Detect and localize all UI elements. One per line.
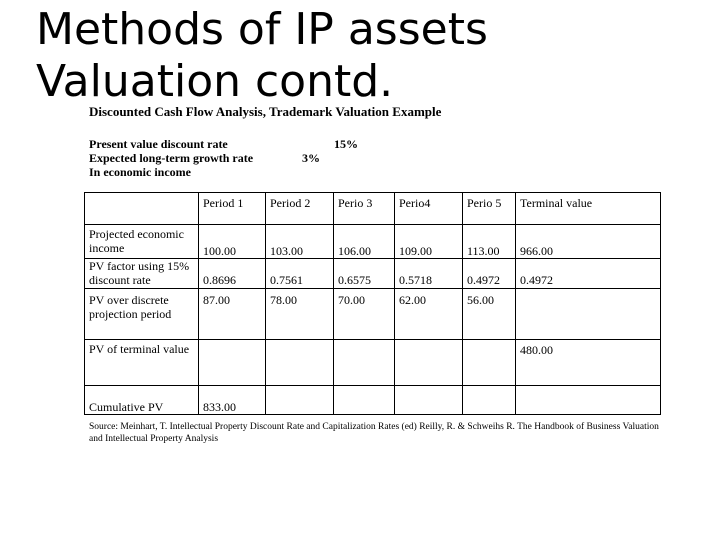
- source-citation: Source: Meinhart, T. Intellectual Proper…: [89, 422, 659, 444]
- table-cell: [333, 339, 395, 386]
- table-cell: 0.7561: [265, 258, 334, 289]
- table-cell: [198, 339, 266, 386]
- dcf-table: Period 1 Period 2 Perio 3 Perio4 Perio 5…: [84, 192, 661, 415]
- header-cell: Perio4: [394, 192, 463, 225]
- table-cell: 0.5718: [394, 258, 463, 289]
- row-label: Projected economic income: [84, 224, 199, 259]
- table-cell: 113.00: [462, 224, 516, 259]
- table-cell: 0.4972: [462, 258, 516, 289]
- growth-rate-value: 3%: [302, 151, 320, 165]
- table-cell: 480.00: [515, 339, 661, 386]
- table-cell: 833.00: [198, 385, 266, 415]
- row-label: Cumulative PV: [84, 385, 199, 415]
- table-cell: 62.00: [394, 288, 463, 340]
- table-row: PV factor using 15% discount rate 0.8696…: [84, 258, 661, 289]
- table-cell: [265, 339, 334, 386]
- table-cell: 100.00: [198, 224, 266, 259]
- table-row: PV of terminal value 480.00: [84, 339, 661, 386]
- table-cell: [515, 288, 661, 340]
- table-row: Projected economic income 100.00 103.00 …: [84, 224, 661, 259]
- table-cell: 109.00: [394, 224, 463, 259]
- discount-rate-value: 15%: [334, 137, 358, 151]
- row-label: PV over discrete projection period: [84, 288, 199, 340]
- table-cell: 70.00: [333, 288, 395, 340]
- table-cell: 966.00: [515, 224, 661, 259]
- table-cell: [462, 339, 516, 386]
- table-cell: 78.00: [265, 288, 334, 340]
- row-label: PV factor using 15% discount rate: [84, 258, 199, 289]
- table-cell: [265, 385, 334, 415]
- table-cell: 103.00: [265, 224, 334, 259]
- table-cell: 0.8696: [198, 258, 266, 289]
- table-cell: 0.4972: [515, 258, 661, 289]
- table-row: PV over discrete projection period 87.00…: [84, 288, 661, 340]
- growth-rate-label: Expected long-term growth rate: [89, 151, 254, 165]
- slide-title: Methods of IP assets Valuation contd.: [36, 4, 488, 107]
- header-cell: Period 2: [265, 192, 334, 225]
- table-cell: 56.00: [462, 288, 516, 340]
- discount-rate-label: Present value discount rate: [89, 137, 228, 151]
- row-label: PV of terminal value: [84, 339, 199, 386]
- table-cell: 0.6575: [333, 258, 395, 289]
- header-cell: Perio 5: [462, 192, 516, 225]
- table-cell: [333, 385, 395, 415]
- header-cell: Period 1: [198, 192, 266, 225]
- table-cell: [394, 339, 463, 386]
- growth-rate-label-continued: In economic income: [89, 165, 191, 179]
- header-cell: Terminal value: [515, 192, 661, 225]
- table-cell: [394, 385, 463, 415]
- table-cell: 87.00: [198, 288, 266, 340]
- table-row: Cumulative PV 833.00: [84, 385, 661, 415]
- header-cell: Perio 3: [333, 192, 395, 225]
- table-cell: [515, 385, 661, 415]
- header-cell: [84, 192, 199, 225]
- table-cell: 106.00: [333, 224, 395, 259]
- table-cell: [462, 385, 516, 415]
- table-header-row: Period 1 Period 2 Perio 3 Perio4 Perio 5…: [84, 192, 661, 225]
- figure-title: Discounted Cash Flow Analysis, Trademark…: [89, 104, 442, 119]
